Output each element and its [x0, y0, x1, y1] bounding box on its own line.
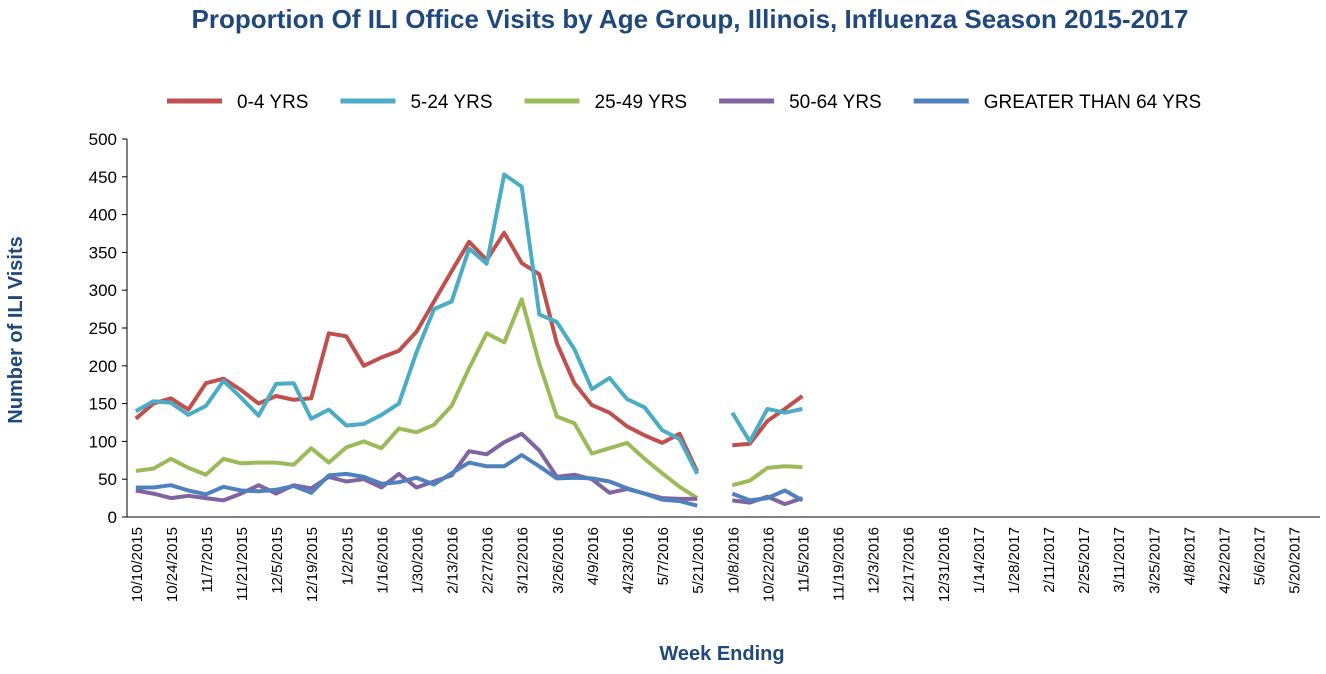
- y-tick-label: 300: [89, 281, 117, 300]
- x-tick-label: 2/11/2017: [1041, 527, 1058, 593]
- x-tick-label: 12/31/2016: [936, 527, 953, 602]
- x-tick-label: 10/22/2016: [760, 527, 777, 602]
- x-tick-label: 10/10/2015: [129, 527, 146, 602]
- legend-label: 0-4 YRS: [237, 92, 308, 113]
- x-tick-label: 11/21/2015: [234, 527, 251, 601]
- x-tick-label: 1/16/2016: [374, 527, 391, 594]
- x-tick-label: 5/21/2016: [690, 527, 707, 594]
- y-tick-label: 450: [89, 168, 117, 187]
- x-tick-label: 1/28/2017: [1006, 527, 1023, 594]
- x-tick-label: 2/13/2016: [445, 527, 462, 594]
- series-line: [135, 297, 803, 500]
- x-tick-label: 3/26/2016: [550, 527, 567, 594]
- x-tick-label: 11/7/2015: [199, 527, 216, 593]
- x-tick-label: 2/25/2017: [1076, 527, 1093, 594]
- x-tick-label: 12/3/2016: [866, 527, 883, 594]
- x-tick-label: 4/23/2016: [620, 527, 637, 594]
- series-line: [134, 230, 804, 473]
- legend-label: 50-64 YRS: [789, 92, 882, 113]
- x-tick-label: 1/14/2017: [971, 527, 988, 594]
- series-line: [135, 431, 804, 507]
- y-tick-label: 100: [89, 432, 117, 451]
- legend-label: GREATER THAN 64 YRS: [984, 92, 1202, 113]
- x-tick-label: 3/11/2017: [1111, 527, 1128, 593]
- x-tick-label: 10/24/2015: [164, 527, 181, 602]
- x-tick-label: 2/27/2016: [480, 527, 497, 594]
- y-tick-label: 400: [89, 206, 117, 225]
- x-tick-label: 4/22/2017: [1217, 527, 1234, 594]
- x-tick-label: 5/20/2017: [1287, 527, 1304, 594]
- y-tick-label: 0: [108, 508, 117, 527]
- series-line: [135, 453, 804, 508]
- x-tick-label: 5/6/2017: [1252, 527, 1269, 585]
- x-tick-label: 3/12/2016: [515, 527, 532, 594]
- y-tick-label: 200: [89, 357, 117, 376]
- x-tick-label: 12/17/2016: [901, 527, 918, 602]
- x-tick-label: 12/5/2015: [269, 527, 286, 594]
- chart-title: Proportion Of ILI Office Visits by Age G…: [191, 4, 1189, 34]
- legend-label: 5-24 YRS: [410, 92, 492, 113]
- x-tick-label: 1/2/2015: [339, 527, 356, 585]
- y-tick-label: 50: [98, 470, 117, 489]
- legend-label: 25-49 YRS: [595, 92, 688, 113]
- x-tick-label: 11/5/2016: [795, 527, 812, 593]
- y-tick-label: 500: [89, 130, 117, 149]
- x-axis-label: Week Ending: [659, 643, 784, 665]
- y-tick-label: 150: [89, 395, 117, 414]
- x-tick-label: 3/25/2017: [1146, 527, 1163, 594]
- x-tick-label: 1/30/2016: [409, 527, 426, 594]
- x-tick-label: 4/8/2017: [1181, 527, 1198, 585]
- x-tick-label: 4/9/2016: [585, 527, 602, 585]
- x-tick-label: 11/19/2016: [831, 527, 848, 601]
- x-tick-label: 5/7/2016: [655, 527, 672, 585]
- x-tick-label: 12/19/2015: [304, 527, 321, 602]
- series-line: [134, 172, 803, 475]
- y-axis-label: Number of ILI Visits: [5, 236, 27, 423]
- y-tick-label: 250: [89, 319, 117, 338]
- y-tick-label: 350: [89, 243, 117, 262]
- x-tick-label: 10/8/2016: [725, 527, 742, 594]
